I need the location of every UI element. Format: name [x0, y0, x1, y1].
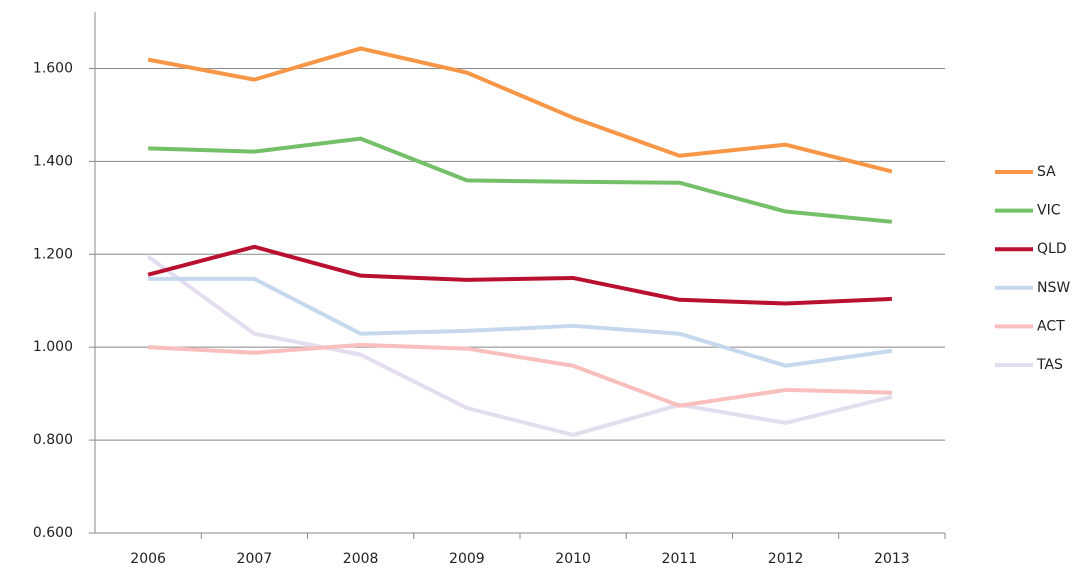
- legend-label: QLD: [1037, 241, 1067, 257]
- x-tick-label: 2006: [130, 551, 166, 567]
- y-tick-label: 1.400: [33, 153, 73, 169]
- y-tick-label: 0.600: [33, 525, 73, 541]
- x-tick-label: 2013: [874, 551, 910, 567]
- y-tick-label: 0.800: [33, 432, 73, 448]
- x-tick-label: 2009: [449, 551, 485, 567]
- legend-label: SA: [1037, 164, 1056, 180]
- legend-label: NSW: [1037, 280, 1070, 296]
- y-tick-label: 1.000: [33, 339, 73, 355]
- x-tick-label: 2007: [237, 551, 273, 567]
- series-line: [148, 136, 893, 224]
- x-tick-label: 2012: [768, 551, 804, 567]
- legend-label: VIC: [1037, 203, 1061, 219]
- legend-label: TAS: [1036, 357, 1063, 373]
- y-tick-label: 1.600: [33, 60, 73, 76]
- legend-label: ACT: [1037, 318, 1065, 334]
- series-line: [147, 46, 893, 174]
- x-tick-label: 2011: [662, 551, 698, 567]
- x-tick-label: 2010: [555, 551, 591, 567]
- x-tick-label: 2008: [343, 551, 379, 567]
- y-tick-label: 1.200: [33, 246, 73, 262]
- series-line: [148, 276, 893, 368]
- series-line: [146, 254, 893, 437]
- series-line: [147, 244, 892, 306]
- series-line: [148, 342, 892, 408]
